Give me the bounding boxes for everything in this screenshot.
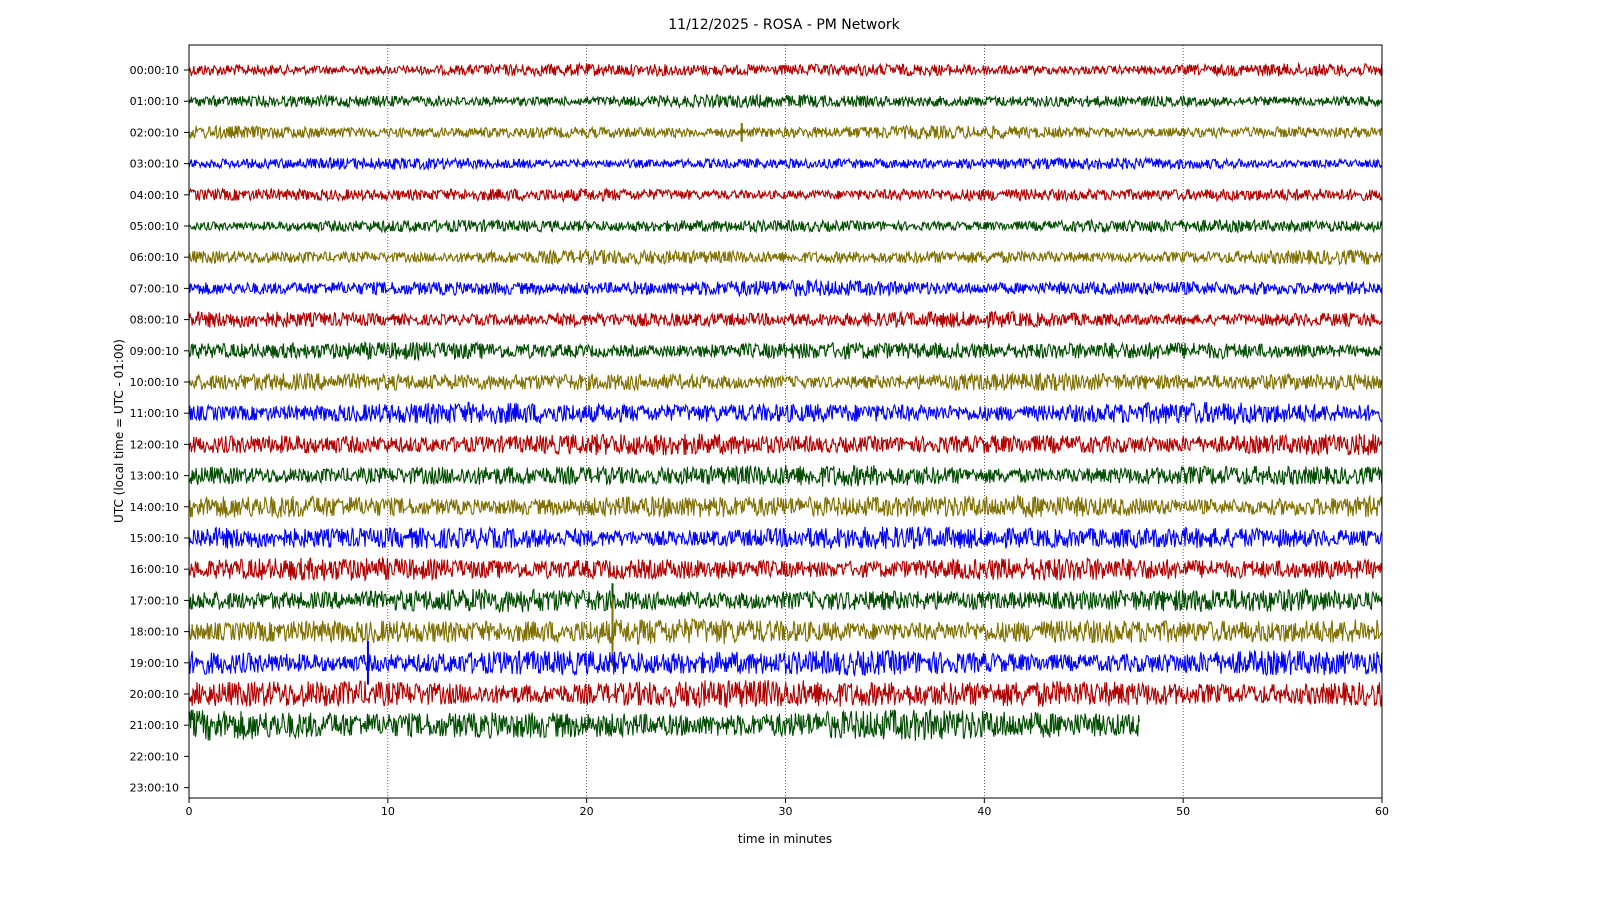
y-tick-labels: 00:00:10 01:00:10 02:00:10 03:00:10 04:00:10… (130, 64, 189, 795)
y-tick-label: 15:00:10 (130, 532, 179, 545)
y-axis-label: UTC (local time = UTC - 01:00) (112, 339, 126, 523)
trace-line (188, 525, 1383, 550)
trace-line (188, 61, 1383, 78)
trace-line (188, 433, 1383, 457)
x-tick-label: 60 (1375, 805, 1389, 818)
trace-group (188, 61, 1383, 741)
y-tick-label: 08:00:10 (130, 314, 179, 327)
trace-line (188, 124, 1383, 141)
chart-title: 11/12/2025 - ROSA - PM Network (668, 17, 900, 33)
y-tick-label: 07:00:10 (130, 282, 179, 295)
y-tick-label: 16:00:10 (130, 563, 179, 576)
y-tick-label: 18:00:10 (130, 626, 179, 639)
trace-line (188, 401, 1382, 425)
trace-line (188, 340, 1382, 362)
trace-line (188, 587, 1383, 614)
x-tick-label: 50 (1176, 805, 1190, 818)
trace-line (188, 680, 1383, 709)
y-tick-label: 10:00:10 (130, 376, 179, 389)
y-tick-label: 14:00:10 (130, 501, 179, 514)
y-tick-label: 23:00:10 (130, 782, 179, 795)
y-tick-label: 19:00:10 (130, 657, 179, 670)
y-tick-label: 04:00:10 (130, 189, 179, 202)
trace-line (188, 218, 1383, 235)
y-tick-label: 13:00:10 (130, 470, 179, 483)
x-tick-label: 30 (779, 805, 793, 818)
y-tick-label: 05:00:10 (130, 220, 179, 233)
y-tick-label: 12:00:10 (130, 438, 179, 451)
trace-line (188, 372, 1383, 392)
trace-line (188, 464, 1383, 487)
trace-line (188, 649, 1383, 678)
x-tick-label: 20 (580, 805, 594, 818)
x-tick-label: 0 (186, 805, 193, 818)
y-tick-label: 03:00:10 (130, 158, 179, 171)
trace-line (188, 155, 1383, 172)
y-tick-label: 02:00:10 (130, 126, 179, 139)
y-tick-label: 09:00:10 (130, 345, 179, 358)
trace-line (188, 93, 1383, 110)
y-tick-label: 17:00:10 (130, 594, 179, 607)
y-tick-label: 06:00:10 (130, 251, 179, 264)
y-tick-label: 01:00:10 (130, 95, 179, 108)
trace-line (188, 708, 1140, 741)
trace-line (188, 310, 1383, 329)
y-tick-label: 21:00:10 (130, 719, 179, 732)
y-tick-label: 20:00:10 (130, 688, 179, 701)
y-tick-label: 00:00:10 (130, 64, 179, 77)
y-tick-label: 11:00:10 (130, 407, 179, 420)
y-tick-label: 22:00:10 (130, 750, 179, 763)
trace-line (188, 278, 1383, 298)
trace-line (188, 248, 1383, 267)
x-tick-label: 10 (381, 805, 395, 818)
x-tick-label: 40 (977, 805, 991, 818)
trace-line (188, 556, 1383, 583)
trace-line (188, 493, 1383, 520)
x-tick-labels: 0 10 20 30 40 50 60 (186, 798, 1389, 818)
trace-line (188, 617, 1383, 645)
trace-line (188, 187, 1383, 203)
x-axis-label: time in minutes (738, 832, 832, 846)
